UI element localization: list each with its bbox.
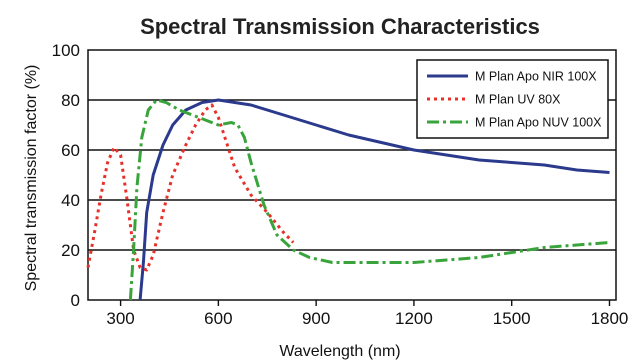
x-axis-ticks: 300 600 900 1200 1500 1800 [106, 300, 628, 328]
legend: M Plan Apo NIR 100X M Plan UV 80X M Plan A… [416, 59, 609, 139]
y-axis-label: Spectral transmission factor (%) [23, 65, 40, 292]
y-tick-label: 80 [61, 91, 80, 110]
x-tick-label: 600 [204, 309, 232, 328]
y-tick-label: 100 [52, 41, 80, 60]
x-tick-label: 1200 [395, 309, 433, 328]
y-tick-label: 40 [61, 191, 80, 210]
y-tick-label: 60 [61, 141, 80, 160]
y-tick-label: 20 [61, 241, 80, 260]
chart-title: Spectral Transmission Characteristics [140, 14, 540, 39]
series-line-3 [128, 98, 610, 301]
legend-label-1: M Plan Apo NIR 100X [475, 70, 597, 84]
series-line-2 [86, 103, 295, 272]
plot-area-frame [87, 49, 617, 301]
y-axis-ticks: 0 20 40 60 80 100 [52, 41, 80, 310]
x-tick-label: 1800 [591, 309, 629, 328]
y-tick-label: 0 [71, 291, 80, 310]
legend-label-2: M Plan UV 80X [475, 93, 561, 107]
series-layer [86, 98, 610, 301]
x-tick-label: 300 [106, 309, 134, 328]
legend-label-3: M Plan Apo NUV 100X [475, 116, 602, 130]
x-tick-label: 1500 [493, 309, 531, 328]
series-line-1 [138, 98, 610, 301]
x-axis-label: Wavelength (nm) [279, 343, 400, 360]
x-tick-label: 900 [302, 309, 330, 328]
